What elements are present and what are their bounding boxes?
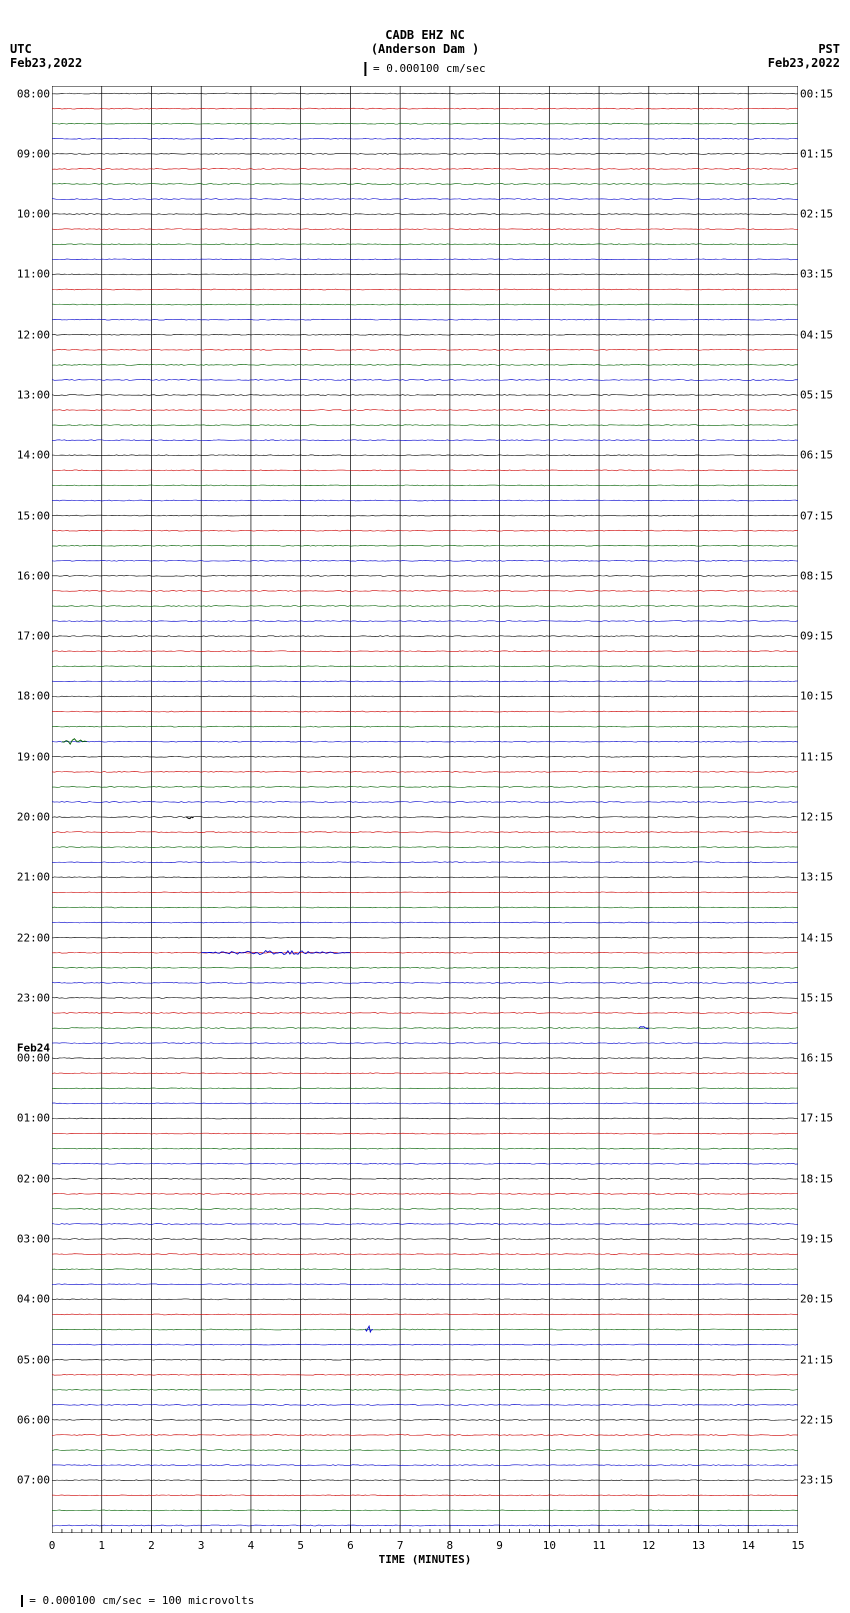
utc-hour-label: 18:00 [17, 690, 50, 703]
seismogram-plot [52, 86, 798, 1533]
scale-indicator: = 0.000100 cm/sec [364, 62, 485, 76]
pst-hour-label: 11:15 [800, 750, 833, 763]
pst-hour-label: 16:15 [800, 1052, 833, 1065]
utc-hour-label: 19:00 [17, 750, 50, 763]
x-tick-label: 15 [791, 1539, 804, 1552]
footer-scale: = 0.000100 cm/sec = 100 microvolts [6, 1594, 254, 1607]
pst-hour-label: 06:15 [800, 449, 833, 462]
pst-header: PST Feb23,2022 [768, 42, 840, 70]
pst-hour-label: 09:15 [800, 630, 833, 643]
pst-hour-label: 12:15 [800, 811, 833, 824]
pst-hour-label: 10:15 [800, 690, 833, 703]
pst-hour-label: 20:15 [800, 1293, 833, 1306]
pst-hour-label: 19:15 [800, 1233, 833, 1246]
x-tick-label: 12 [642, 1539, 655, 1552]
utc-hour-label: 10:00 [17, 208, 50, 221]
pst-hour-label: 21:15 [800, 1353, 833, 1366]
x-tick-label: 5 [297, 1539, 304, 1552]
utc-hour-label: 07:00 [17, 1474, 50, 1487]
pst-hour-label: 15:15 [800, 991, 833, 1004]
pst-hour-label: 04:15 [800, 328, 833, 341]
x-tick-label: 9 [496, 1539, 503, 1552]
utc-hour-label: 04:00 [17, 1293, 50, 1306]
utc-hour-label: 16:00 [17, 569, 50, 582]
tz-right-label: PST [768, 42, 840, 56]
pst-hour-label: 08:15 [800, 569, 833, 582]
pst-hour-label: 14:15 [800, 931, 833, 944]
pst-hour-label: 17:15 [800, 1112, 833, 1125]
utc-hour-label: 09:00 [17, 147, 50, 160]
utc-header: UTC Feb23,2022 [10, 42, 82, 70]
utc-hour-label: 03:00 [17, 1233, 50, 1246]
utc-hour-label: 21:00 [17, 871, 50, 884]
x-tick-label: 14 [742, 1539, 755, 1552]
pst-hour-label: 07:15 [800, 509, 833, 522]
pst-hour-label: 01:15 [800, 147, 833, 160]
station-code: CADB EHZ NC [371, 28, 479, 42]
pst-hour-label: 02:15 [800, 208, 833, 221]
tz-left-label: UTC [10, 42, 82, 56]
x-tick-label: 4 [248, 1539, 255, 1552]
x-tick-label: 10 [543, 1539, 556, 1552]
x-tick-label: 11 [592, 1539, 605, 1552]
day-change-label: Feb24 [17, 1041, 50, 1054]
x-tick-label: 8 [447, 1539, 454, 1552]
x-tick-label: 13 [692, 1539, 705, 1552]
utc-hour-label: 11:00 [17, 268, 50, 281]
tz-right-date: Feb23,2022 [768, 56, 840, 70]
utc-hour-label: 05:00 [17, 1353, 50, 1366]
utc-hour-label: 17:00 [17, 630, 50, 643]
utc-hour-label: 06:00 [17, 1413, 50, 1426]
utc-hour-label: 22:00 [17, 931, 50, 944]
x-axis: TIME (MINUTES) 0123456789101112131415 [52, 1533, 798, 1561]
x-tick-label: 2 [148, 1539, 155, 1552]
utc-hour-label: 15:00 [17, 509, 50, 522]
scale-text: = 0.000100 cm/sec [373, 62, 486, 75]
right-time-labels: 00:15 01:15 02:15 03:15 04:15 05:15 06:15 07:15… [800, 86, 848, 1533]
utc-hour-label: 23:00 [17, 991, 50, 1004]
utc-hour-label: 14:00 [17, 449, 50, 462]
pst-hour-label: 05:15 [800, 388, 833, 401]
utc-hour-label: 13:00 [17, 388, 50, 401]
tz-left-date: Feb23,2022 [10, 56, 82, 70]
station-name: (Anderson Dam ) [371, 42, 479, 56]
footer-text: = 0.000100 cm/sec = 100 microvolts [29, 1594, 254, 1607]
x-tick-label: 7 [397, 1539, 404, 1552]
pst-hour-label: 22:15 [800, 1413, 833, 1426]
utc-hour-label: 01:00 [17, 1112, 50, 1125]
utc-hour-label: 08:00 [17, 87, 50, 100]
utc-hour-label: 12:00 [17, 328, 50, 341]
utc-hour-label: 02:00 [17, 1172, 50, 1185]
utc-hour-label: 20:00 [17, 811, 50, 824]
left-time-labels: 08:00 09:00 10:00 11:00 12:00 13:00 14:00 15:00… [2, 86, 50, 1533]
pst-hour-label: 03:15 [800, 268, 833, 281]
pst-hour-label: 00:15 [800, 87, 833, 100]
x-tick-label: 6 [347, 1539, 354, 1552]
x-tick-label: 1 [98, 1539, 105, 1552]
pst-hour-label: 13:15 [800, 871, 833, 884]
pst-hour-label: 23:15 [800, 1474, 833, 1487]
x-axis-title: TIME (MINUTES) [379, 1553, 472, 1566]
pst-hour-label: 18:15 [800, 1172, 833, 1185]
x-tick-label: 3 [198, 1539, 205, 1552]
x-tick-label: 0 [49, 1539, 56, 1552]
